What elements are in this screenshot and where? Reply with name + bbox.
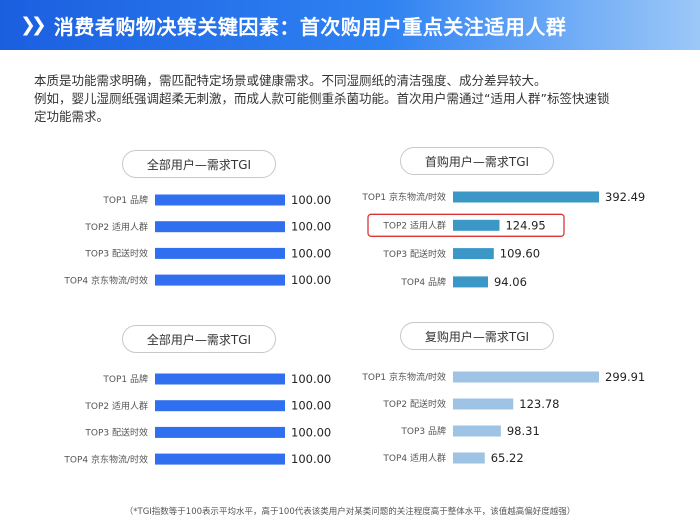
category-label-all-users-top-2: TOP2 适用人群 [84, 221, 148, 233]
category-label-first-purchase-4: TOP4 品牌 [400, 276, 446, 288]
value-label-first-purchase-3: 109.60 [500, 247, 540, 261]
bar-all-users-top-2 [155, 221, 285, 233]
chart-all-users-top: TOP1 品牌 100.00 TOP2 适用人群 100.00 TOP3 配送时效 100… [63, 193, 331, 287]
intro-line-1: 本质是功能需求明确，需匹配特定场景或健康需求。不同湿厕纸的清洁强度、成分差异较大… [34, 73, 547, 88]
category-label-repurchase-3: TOP3 品牌 [400, 425, 446, 437]
value-label-all-users-bottom-1: 100.00 [291, 372, 331, 386]
chart-title-all-users-bottom: 全部用户—需求TGI [122, 325, 276, 353]
bar-first-purchase-2 [453, 219, 500, 231]
category-label-all-users-bottom-3: TOP3 配送时效 [84, 427, 148, 439]
value-label-all-users-top-4: 100.00 [291, 273, 331, 287]
value-label-all-users-top-1: 100.00 [291, 193, 331, 207]
bar-all-users-bottom-3 [155, 426, 285, 438]
page-header: ❯❯ 消费者购物决策关键因素：首次购用户重点关注适用人群 [0, 0, 700, 50]
bar-first-purchase-4 [453, 276, 488, 288]
bar-first-purchase-1 [453, 191, 599, 203]
value-label-all-users-top-2: 100.00 [291, 220, 331, 234]
bar-repurchase-4 [453, 452, 485, 464]
chart-repurchase: TOP1 京东物流/时效 299.91 TOP2 配送时效 123.78 TOP3 品牌… [361, 370, 645, 465]
value-label-first-purchase-1: 392.49 [605, 190, 645, 204]
bar-all-users-bottom-4 [155, 453, 285, 465]
bar-all-users-top-4 [155, 274, 285, 286]
value-label-repurchase-1: 299.91 [605, 370, 645, 384]
category-label-all-users-bottom-4: TOP4 京东物流/时效 [63, 453, 148, 465]
category-label-all-users-top-4: TOP4 京东物流/时效 [63, 274, 148, 286]
bar-all-users-bottom-2 [155, 400, 285, 412]
category-label-all-users-bottom-2: TOP2 适用人群 [84, 400, 148, 412]
category-label-repurchase-1: TOP1 京东物流/时效 [361, 371, 446, 383]
value-label-repurchase-4: 65.22 [491, 451, 524, 465]
bar-repurchase-1 [453, 371, 599, 383]
value-label-all-users-bottom-2: 100.00 [291, 399, 331, 413]
value-label-first-purchase-4: 94.06 [494, 275, 527, 289]
page-title: 消费者购物决策关键因素：首次购用户重点关注适用人群 [53, 14, 567, 39]
footnote: （*TGI指数等于100表示平均水平，高于100代表该类用户对某类问题的关注程度… [124, 507, 576, 517]
highlight-box [367, 213, 565, 237]
bar-all-users-top-3 [155, 247, 285, 259]
chart-title-repurchase: 复购用户—需求TGI [400, 322, 554, 350]
bar-repurchase-3 [453, 425, 501, 437]
chart-title-first-purchase: 首购用户—需求TGI [400, 147, 554, 175]
category-label-first-purchase-3: TOP3 配送时效 [382, 248, 446, 260]
bar-all-users-bottom-1 [155, 373, 285, 385]
intro-line-2: 例如，婴儿湿厕纸强调超柔无刺激，而成人款可能侧重杀菌功能。首次用户需通过“适用人… [34, 91, 610, 106]
chart-title-all-users-top: 全部用户—需求TGI [122, 150, 276, 178]
value-label-first-purchase-2: 124.95 [505, 218, 545, 232]
double-chevron-icon: ❯❯ [20, 14, 47, 36]
bar-all-users-top-1 [155, 194, 285, 206]
category-label-all-users-top-1: TOP1 品牌 [102, 194, 148, 206]
intro-line-3: 定功能需求。 [34, 109, 110, 124]
category-label-first-purchase-2: TOP2 适用人群 [382, 220, 446, 232]
value-label-repurchase-3: 98.31 [507, 424, 540, 438]
chart-first-purchase: TOP1 京东物流/时效 392.49 TOP2 适用人群 124.95 TOP3 配送… [361, 190, 645, 289]
category-label-all-users-bottom-1: TOP1 品牌 [102, 373, 148, 385]
value-label-all-users-top-3: 100.00 [291, 246, 331, 260]
category-label-repurchase-4: TOP4 适用人群 [382, 452, 446, 464]
bar-repurchase-2 [453, 398, 514, 410]
category-label-all-users-top-3: TOP3 配送时效 [84, 248, 148, 260]
category-label-first-purchase-1: TOP1 京东物流/时效 [361, 191, 446, 203]
chart-all-users-bottom: TOP1 品牌 100.00 TOP2 适用人群 100.00 TOP3 配送时效 100… [63, 372, 331, 466]
value-label-repurchase-2: 123.78 [519, 397, 559, 411]
bar-first-purchase-3 [453, 248, 494, 260]
intro-text: 本质是功能需求明确，需匹配特定场景或健康需求。不同湿厕纸的清洁强度、成分差异较大… [34, 72, 674, 126]
value-label-all-users-bottom-3: 100.00 [291, 425, 331, 439]
category-label-repurchase-2: TOP2 配送时效 [382, 398, 446, 410]
value-label-all-users-bottom-4: 100.00 [291, 452, 331, 466]
